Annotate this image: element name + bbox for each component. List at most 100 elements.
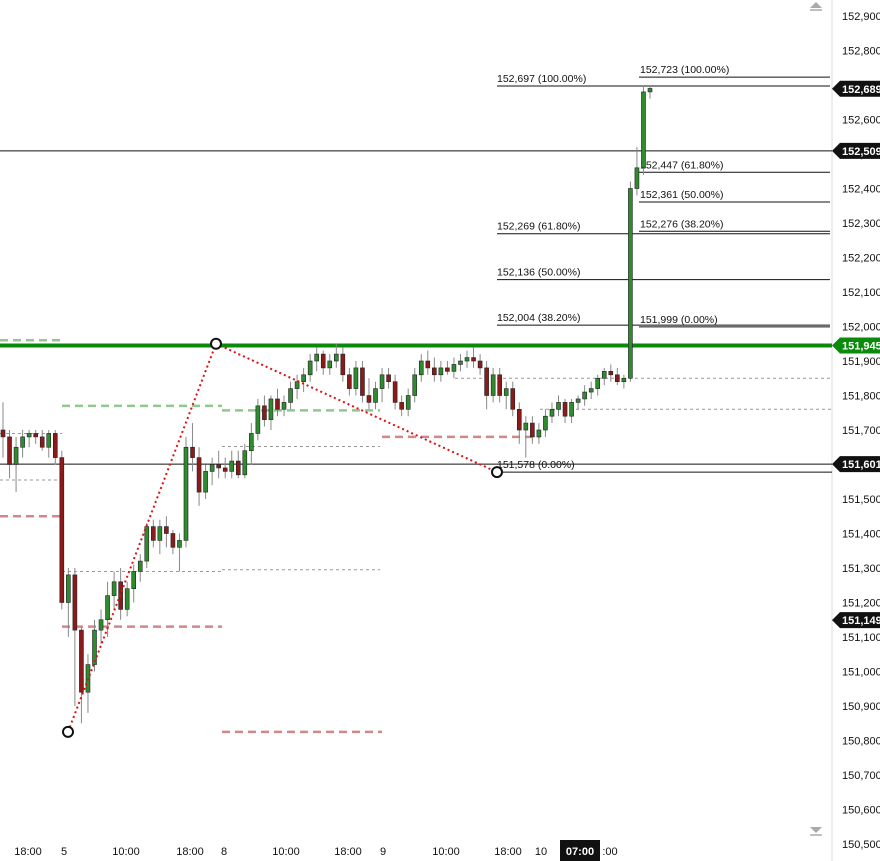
candle-body bbox=[340, 353, 346, 376]
y-tick-label: 151,400 bbox=[842, 529, 880, 541]
candle-body bbox=[314, 353, 319, 362]
candle-body bbox=[327, 360, 333, 369]
candle-body bbox=[190, 446, 195, 458]
candle-body bbox=[347, 374, 352, 389]
x-tick-label: :00 bbox=[602, 846, 617, 858]
fib-level-label: 152,004 (38.20%) bbox=[497, 312, 580, 324]
candle-body bbox=[530, 422, 535, 438]
candle-body bbox=[66, 574, 71, 603]
candle-body bbox=[399, 402, 404, 410]
axis-scroll-controls[interactable] bbox=[810, 2, 822, 836]
candle-body bbox=[46, 433, 52, 448]
y-tick-label: 151,000 bbox=[842, 667, 880, 679]
x-tick-label: 9 bbox=[380, 846, 386, 858]
candle-body bbox=[484, 367, 489, 396]
y-tick-label: 152,000 bbox=[842, 322, 880, 334]
y-tick-label: 152,200 bbox=[842, 253, 880, 265]
price-tag-shape bbox=[832, 456, 880, 473]
candle-body bbox=[595, 377, 601, 389]
candle-body bbox=[105, 595, 110, 621]
swing-point-marker[interactable] bbox=[210, 337, 222, 350]
candle-body bbox=[157, 526, 163, 541]
candle-body bbox=[379, 374, 385, 389]
x-tick-label: 10:00 bbox=[112, 846, 140, 858]
candle-body bbox=[588, 388, 594, 393]
y-tick-label: 150,600 bbox=[842, 805, 880, 817]
swing-point-marker[interactable] bbox=[491, 466, 503, 479]
candle-body bbox=[464, 357, 470, 362]
candle-body bbox=[177, 540, 182, 548]
candle-body bbox=[20, 436, 25, 448]
candle-body bbox=[490, 374, 496, 396]
candle-body bbox=[392, 381, 398, 403]
candle-body bbox=[131, 571, 137, 590]
fib-level-label: 152,136 (50.00%) bbox=[497, 267, 580, 279]
candle-body bbox=[405, 395, 411, 410]
candle-body bbox=[85, 664, 91, 693]
candle-body bbox=[39, 436, 45, 448]
price-tags: 152,689 152,509 151,945 151,601 151,149 bbox=[832, 80, 880, 629]
candle-body bbox=[235, 460, 241, 476]
candle-body bbox=[7, 436, 12, 465]
candle-body bbox=[183, 446, 189, 541]
fib-level-label: 151,999 (0.00%) bbox=[640, 314, 718, 326]
candle-body bbox=[320, 353, 326, 369]
candle-body bbox=[124, 588, 130, 610]
candle-body bbox=[52, 433, 58, 458]
fib-level-label: 152,361 (50.00%) bbox=[640, 189, 723, 201]
candle-body bbox=[373, 388, 378, 403]
candle-body bbox=[209, 464, 215, 472]
candle-body bbox=[203, 471, 208, 493]
y-tick-label: 152,100 bbox=[842, 287, 880, 299]
candle-body bbox=[412, 374, 418, 396]
candle-body bbox=[229, 460, 235, 472]
x-tick-label: 5 bbox=[61, 846, 67, 858]
price-tag: 151,945 bbox=[832, 337, 880, 354]
fib-level-label: 152,723 (100.00%) bbox=[640, 64, 729, 76]
candle-body bbox=[79, 629, 84, 693]
x-tick-label: 18:00 bbox=[14, 846, 42, 858]
swing-line bbox=[62, 337, 503, 738]
candle-body bbox=[497, 374, 502, 396]
swing-point-marker[interactable] bbox=[62, 725, 74, 738]
fib-level-label: 152,269 (61.80%) bbox=[497, 221, 580, 233]
y-tick-label: 150,500 bbox=[842, 839, 880, 851]
candle-body bbox=[144, 526, 150, 562]
candle-body bbox=[562, 402, 568, 417]
candle-body bbox=[628, 188, 633, 379]
candle-body bbox=[575, 398, 581, 403]
candle-body bbox=[334, 353, 339, 362]
y-tick-label: 150,800 bbox=[842, 736, 880, 748]
candle-body bbox=[366, 395, 372, 403]
candle-body bbox=[301, 374, 306, 382]
candle-body bbox=[360, 367, 365, 396]
scroll-up-icon[interactable] bbox=[810, 2, 822, 8]
price-tag: 152,509 bbox=[832, 142, 880, 159]
candle-body bbox=[582, 391, 587, 400]
price-tag: 152,689 bbox=[832, 80, 880, 97]
candle-body bbox=[307, 360, 313, 376]
x-tick-label: 10 bbox=[535, 846, 547, 858]
candle-body bbox=[386, 374, 391, 382]
y-tick-label: 152,900 bbox=[842, 11, 880, 23]
candle-body bbox=[137, 560, 143, 572]
candle-body bbox=[543, 415, 548, 431]
candle-body bbox=[477, 360, 483, 369]
x-tick-label: 18:00 bbox=[334, 846, 362, 858]
candle-body bbox=[255, 405, 261, 434]
candle-body bbox=[458, 360, 463, 365]
horizontal-lines bbox=[0, 150, 832, 734]
candle-body bbox=[275, 398, 280, 410]
fib-level-label: 152,276 (38.20%) bbox=[640, 218, 723, 230]
price-tag-label: 151,149 bbox=[842, 615, 880, 627]
scroll-down-icon[interactable] bbox=[810, 827, 822, 833]
fibonacci-levels: 152,697 (100.00%) 152,269 (61.80%) 152,136… bbox=[497, 64, 832, 473]
fib-level-label: 151,578 (0.00%) bbox=[497, 459, 575, 471]
time-axis[interactable]: 18:00 5 10:00 18:00 8 10:00 18:00 9 10:00 18:00 10… bbox=[14, 840, 618, 861]
candle-body bbox=[98, 619, 104, 631]
y-tick-label: 152,800 bbox=[842, 46, 880, 58]
price-tag-shape bbox=[832, 80, 880, 97]
candle-body bbox=[608, 371, 614, 376]
